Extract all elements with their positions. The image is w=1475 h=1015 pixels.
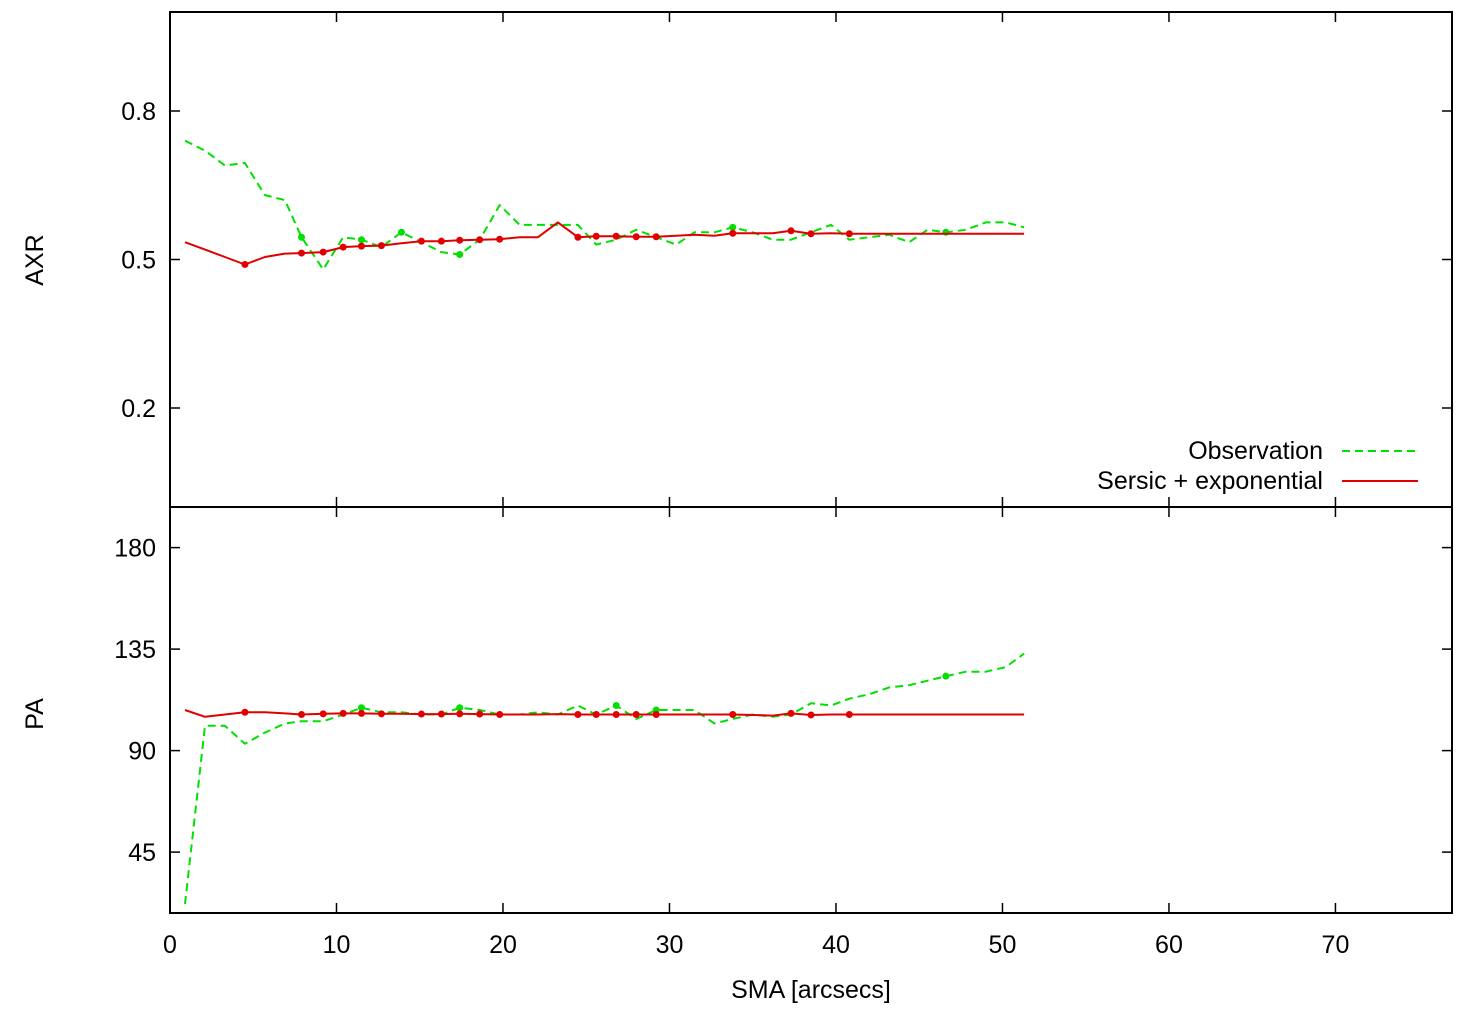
pa-ytick-label: 135 <box>114 636 156 664</box>
axr-model-marker <box>298 249 306 257</box>
pa-observation-marker <box>456 704 464 712</box>
axr-observation-marker <box>298 233 306 241</box>
pa-model-marker <box>357 709 365 717</box>
pa-model-marker <box>787 709 795 717</box>
axr-observation-marker <box>357 236 365 244</box>
axr-model-marker <box>476 236 484 244</box>
axr-model-marker <box>496 235 504 243</box>
axr-model-marker <box>377 242 385 250</box>
axr-ytick-label: 0.5 <box>121 247 156 275</box>
pa-model-marker <box>417 710 425 718</box>
legend: Observation Sersic + exponential <box>1097 437 1418 495</box>
pa-model-marker <box>241 708 249 716</box>
pa-model-marker <box>612 711 620 719</box>
pa-model-marker <box>298 711 306 719</box>
axr-model-marker <box>357 242 365 250</box>
pa-model-marker <box>456 710 464 718</box>
xtick-label: 60 <box>1155 931 1183 959</box>
pa-model-marker <box>845 711 853 719</box>
pa-ytick-label: 180 <box>114 535 156 563</box>
pa-model-marker <box>574 711 582 719</box>
axr-model-marker <box>729 229 737 237</box>
axr-model-marker <box>241 260 249 268</box>
axr-model-marker <box>592 232 600 240</box>
pa-axis-title: PA <box>21 698 49 730</box>
xtick-label: 0 <box>163 931 177 959</box>
pa-ytick-label: 45 <box>128 839 156 867</box>
pa-observation-marker <box>612 701 620 709</box>
pa-model-marker <box>339 709 347 717</box>
pa-model-marker <box>592 711 600 719</box>
pa-observation-marker <box>942 672 950 680</box>
pa-model-marker <box>377 710 385 718</box>
xtick-label: 70 <box>1322 931 1350 959</box>
axr-model-marker <box>845 230 853 238</box>
axr-observation-marker <box>729 223 737 231</box>
xtick-label: 10 <box>323 931 351 959</box>
xtick-label: 40 <box>822 931 850 959</box>
axr-model-marker <box>319 248 327 256</box>
axr-model-marker <box>612 232 620 240</box>
pa-model-marker <box>496 711 504 719</box>
pa-model-marker <box>632 711 640 719</box>
pa-observation-marker <box>357 704 365 712</box>
axr-observation-marker <box>397 228 405 236</box>
axr-model-marker <box>574 233 582 241</box>
pa-plot-frame <box>169 506 1453 914</box>
axr-panel: 0.2 0.5 0.8 <box>121 11 1453 508</box>
xtick-label: 50 <box>989 931 1017 959</box>
axr-model-marker <box>652 233 660 241</box>
axr-axis-title: AXR <box>21 234 49 285</box>
pa-observation-line <box>184 652 1025 905</box>
xtick-label: 30 <box>656 931 684 959</box>
legend-label-observation: Observation <box>1188 437 1323 465</box>
axr-model-marker <box>787 227 795 235</box>
pa-model-marker <box>319 710 327 718</box>
axr-observation-line <box>184 139 1025 271</box>
pa-model-marker <box>437 710 445 718</box>
axr-model-marker <box>339 243 347 251</box>
axr-model-marker <box>437 237 445 245</box>
x-axis-title: SMA [arcsecs] <box>731 976 891 1004</box>
pa-model-marker <box>807 711 815 719</box>
pa-panel: 45 90 135 180 0 10 20 30 40 50 60 70 <box>114 506 1453 959</box>
axr-model-line <box>184 221 1025 266</box>
axr-model-marker <box>456 236 464 244</box>
pa-model-marker <box>729 711 737 719</box>
axr-ytick-label: 0.2 <box>121 395 156 423</box>
pa-ytick-label: 90 <box>128 738 156 766</box>
pa-model-marker <box>652 711 660 719</box>
axr-model-marker <box>632 233 640 241</box>
axr-plot-frame <box>169 11 1453 508</box>
xtick-label: 20 <box>489 931 517 959</box>
axr-ytick-label: 0.8 <box>121 98 156 126</box>
axr-observation-marker <box>456 251 464 259</box>
axr-model-marker <box>807 230 815 238</box>
legend-label-model: Sersic + exponential <box>1097 467 1323 495</box>
pa-model-marker <box>476 710 484 718</box>
axr-model-marker <box>417 237 425 245</box>
